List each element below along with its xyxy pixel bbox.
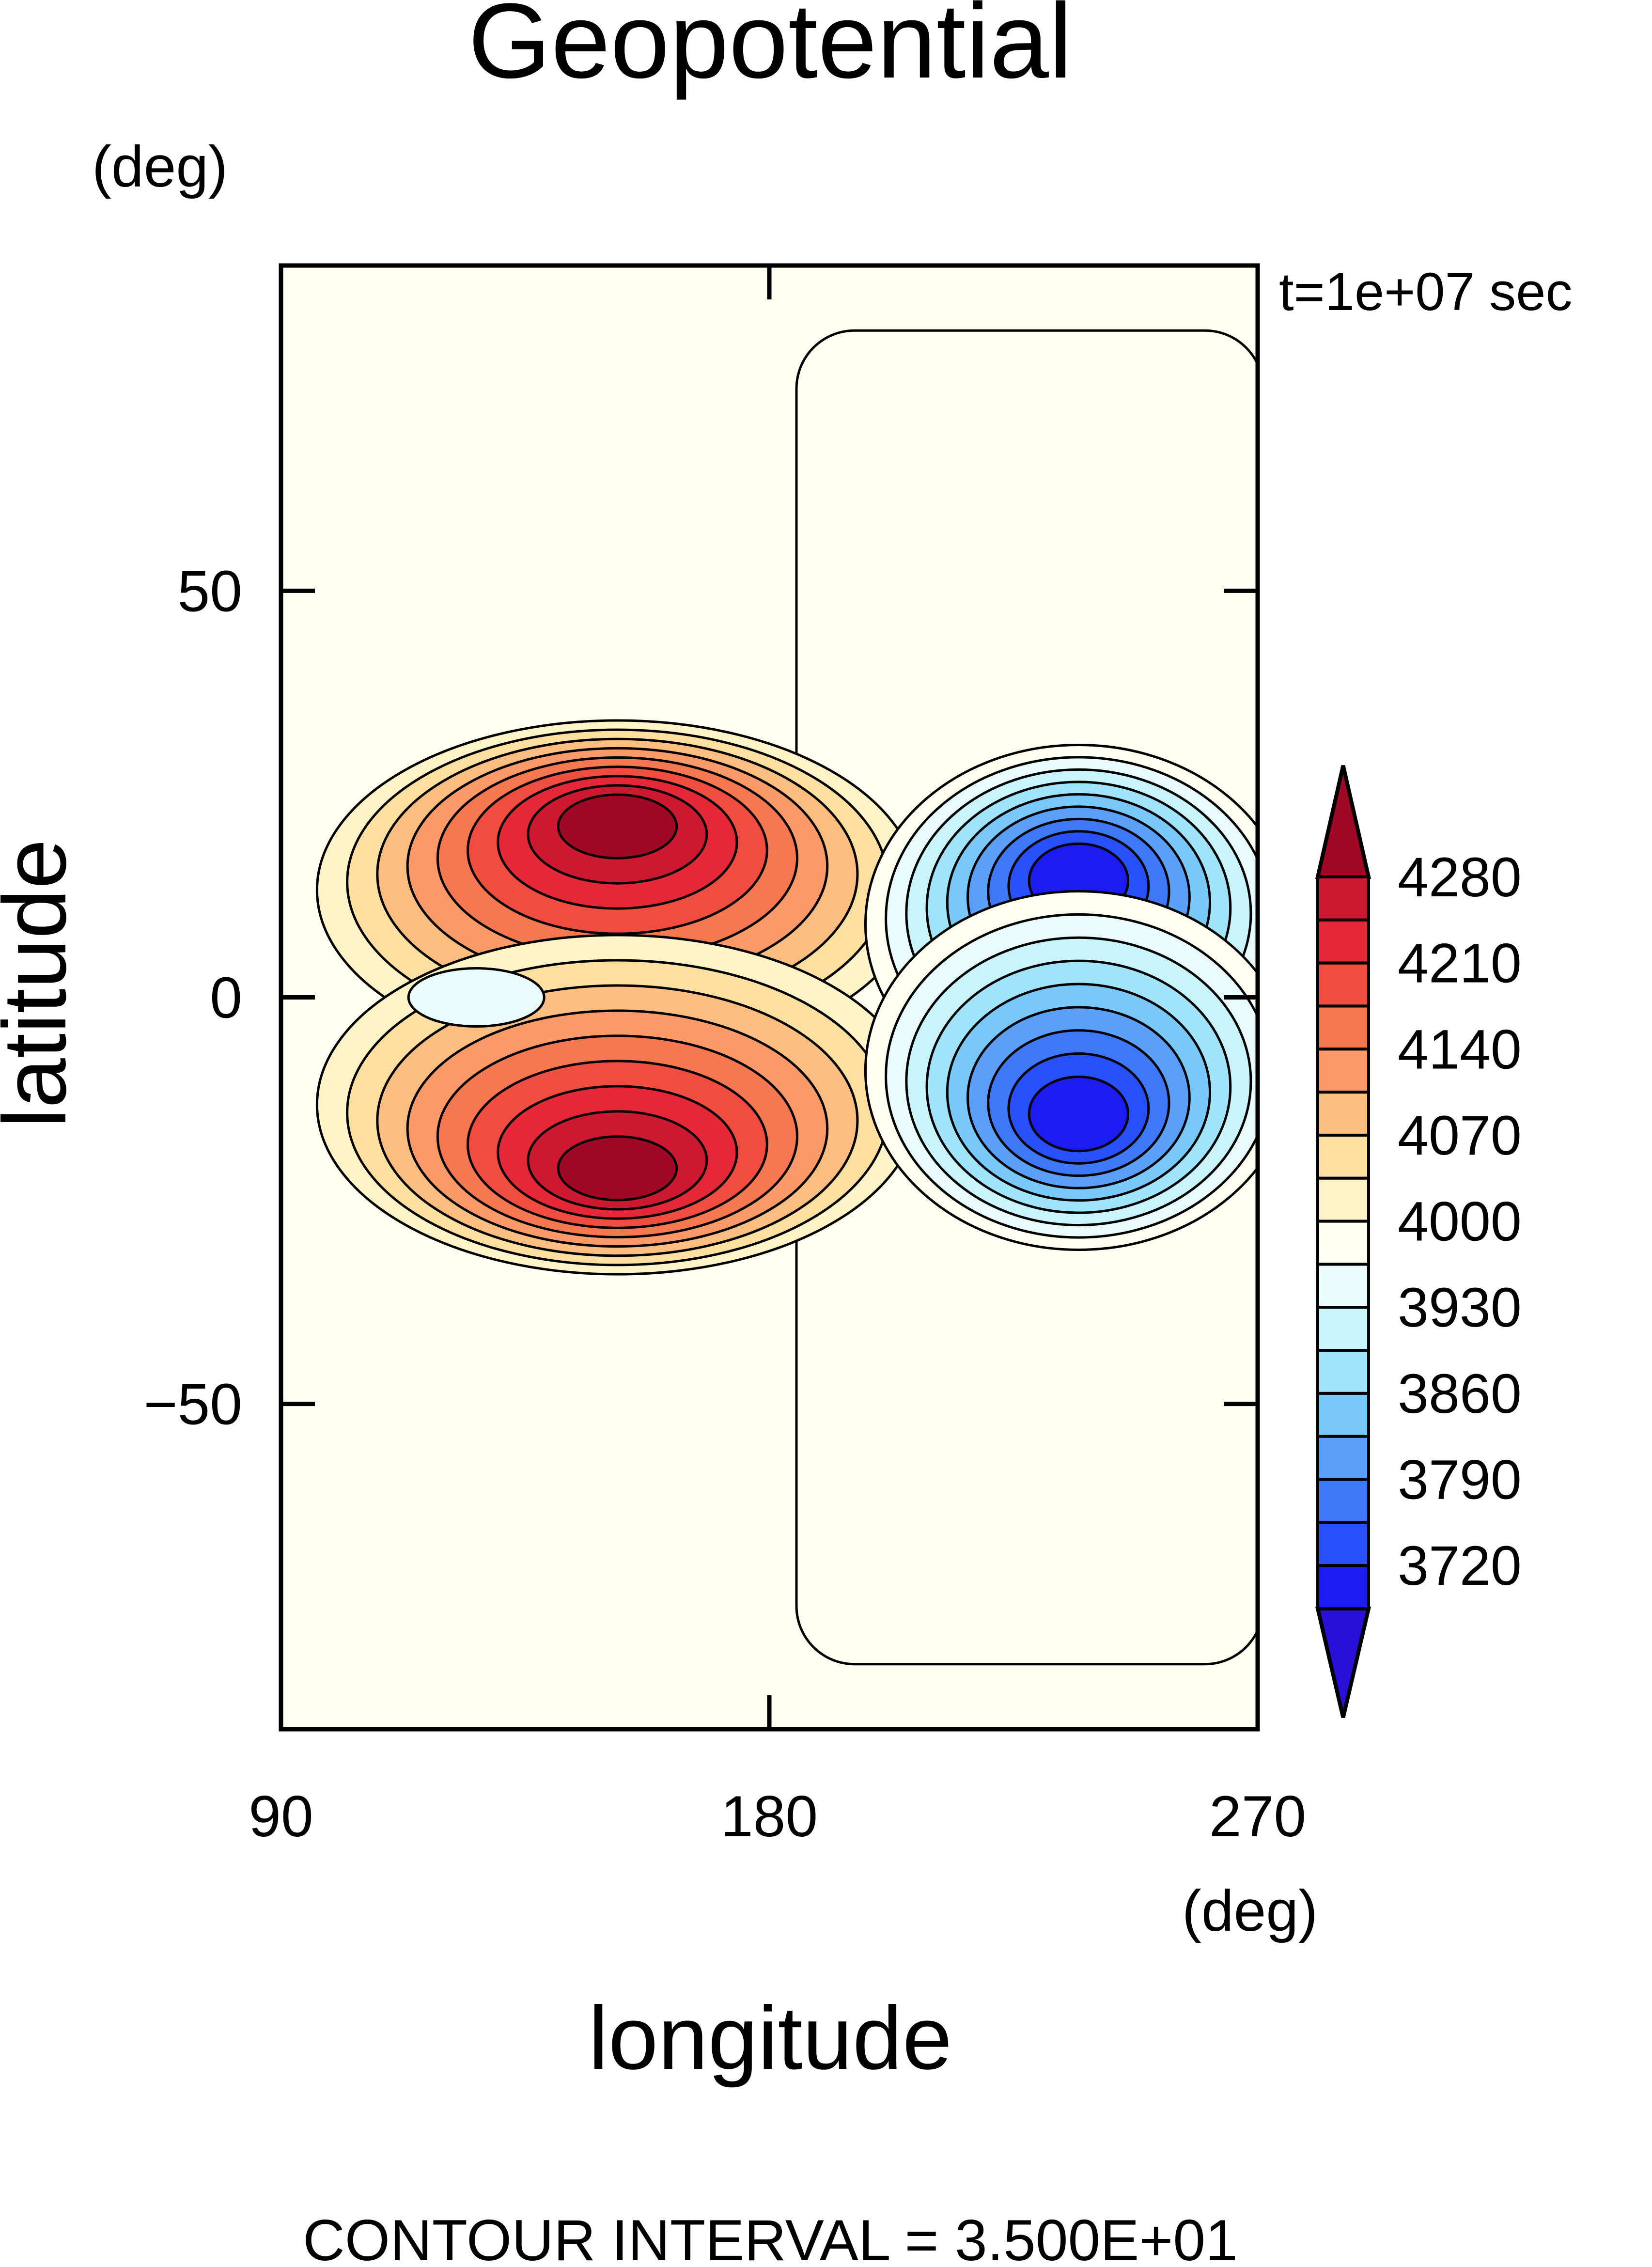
- colorbar-label: 3720: [1398, 1535, 1522, 1597]
- plot-area: [281, 266, 1258, 1729]
- colorbar-swatch: [1316, 876, 1370, 922]
- colorbar-swatch: [1316, 961, 1370, 1008]
- contour-fill-layers: [315, 329, 1258, 1666]
- colorbar-swatch: [1316, 1133, 1370, 1180]
- x-axis-label: longitude: [589, 1988, 952, 2088]
- colorbar-label: 4070: [1398, 1105, 1522, 1167]
- colorbar-label: 3790: [1398, 1449, 1522, 1511]
- y-axis: −50 0 50: [143, 559, 1258, 1437]
- x-tick-label: 90: [249, 1784, 313, 1849]
- colorbar-min-arrow: [1315, 1607, 1371, 1718]
- high-contour-ring-1-8: [557, 1135, 678, 1202]
- weak-low-contour-ring-4-0: [407, 967, 545, 1028]
- low-contour-ring-3-8: [1028, 1075, 1130, 1153]
- y-tick-label: 0: [210, 966, 242, 1031]
- colorbar-swatch: [1316, 1521, 1370, 1567]
- colorbar-label: 3930: [1398, 1277, 1522, 1339]
- colorbar-label: 4280: [1398, 846, 1522, 908]
- x-tick-label: 180: [721, 1784, 818, 1849]
- colorbar-label: 4000: [1398, 1191, 1522, 1253]
- colorbar-swatch: [1316, 1048, 1370, 1094]
- colorbar-swatch: [1316, 1564, 1370, 1610]
- colorbar-swatch: [1316, 1176, 1370, 1223]
- y-tick-label: −50: [143, 1372, 242, 1437]
- colorbar-label: 3860: [1398, 1363, 1522, 1425]
- colorbar-label: 4210: [1398, 933, 1522, 995]
- colorbar-swatch: [1316, 1091, 1370, 1137]
- x-axis: 90 180 270: [249, 266, 1306, 1849]
- y-unit-label: (deg): [92, 134, 228, 199]
- x-unit-label: (deg): [1182, 1878, 1318, 1943]
- colorbar-swatch: [1316, 1306, 1370, 1352]
- x-tick-label: 270: [1209, 1784, 1306, 1849]
- y-axis-label: latitude: [0, 839, 85, 1128]
- colorbar-swatch: [1316, 1219, 1370, 1266]
- colorbar-swatch: [1316, 918, 1370, 965]
- colorbar-swatch: [1316, 1435, 1370, 1481]
- chart-title: Geopotential: [468, 0, 1073, 100]
- colorbar-swatch: [1316, 1349, 1370, 1395]
- time-label: t=1e+07 sec: [1279, 262, 1572, 322]
- colorbar-swatch: [1316, 1004, 1370, 1051]
- colorbar-max-arrow: [1315, 765, 1371, 879]
- colorbar-label: 4140: [1398, 1018, 1522, 1080]
- colorbar-swatch: [1316, 1391, 1370, 1438]
- y-tick-label: 50: [178, 559, 242, 624]
- contour-interval-note: CONTOUR INTERVAL = 3.500E+01: [303, 2208, 1238, 2267]
- colorbar: 4280 4210 4140 4070 4000 3930 3860 3790 3720: [1315, 765, 1522, 1718]
- colorbar-swatch: [1316, 1478, 1370, 1524]
- colorbar-swatch: [1316, 1263, 1370, 1309]
- high-contour-ring-0-8: [557, 793, 678, 860]
